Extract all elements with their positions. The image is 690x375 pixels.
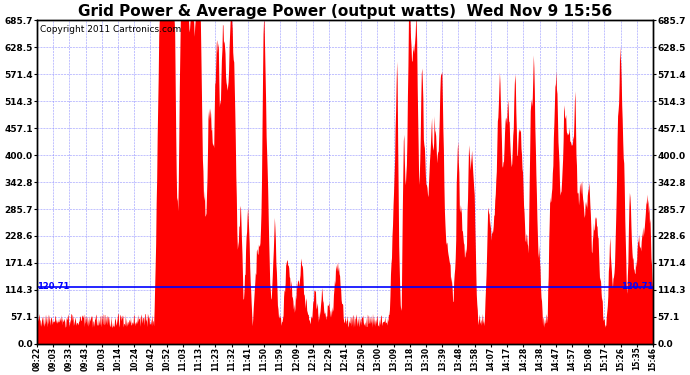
Title: Grid Power & Average Power (output watts)  Wed Nov 9 15:56: Grid Power & Average Power (output watts… [78, 4, 612, 19]
Text: 120.71: 120.71 [37, 282, 69, 291]
Text: Copyright 2011 Cartronics.com: Copyright 2011 Cartronics.com [40, 25, 181, 34]
Text: 120.71: 120.71 [621, 282, 653, 291]
